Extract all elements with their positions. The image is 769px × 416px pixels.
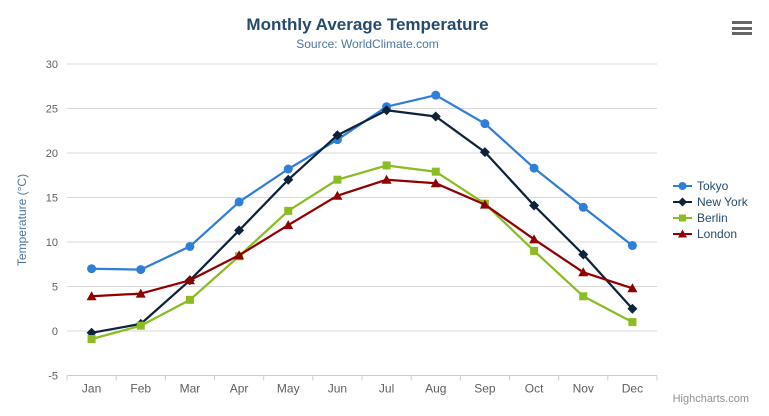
point-new-york-jul[interactable] (381, 105, 392, 116)
point-new-york-sep[interactable] (479, 147, 490, 158)
point-tokyo-mar[interactable] (185, 241, 195, 251)
point-berlin-may[interactable] (284, 206, 293, 215)
series-line-tokyo[interactable] (91, 94, 634, 271)
point-berlin-jan[interactable] (87, 335, 96, 344)
hamburger-icon (732, 21, 752, 24)
point-london-jan[interactable] (86, 291, 97, 301)
y-axis-tick-label: 5 (52, 282, 58, 294)
y-axis-title: Temperature (°C) (15, 174, 29, 266)
legend-item-london[interactable]: London (673, 226, 748, 242)
legend-marker-diamond-icon (673, 197, 692, 207)
point-tokyo-nov[interactable] (578, 202, 588, 212)
chart-subtitle: Source: WorldClimate.com (296, 37, 439, 51)
point-berlin-nov[interactable] (579, 292, 588, 301)
y-axis-tick-label: 30 (46, 59, 58, 71)
series-line-berlin[interactable] (91, 164, 633, 341)
credits-link[interactable]: Highcharts.com (672, 393, 749, 405)
chart-title: Monthly Average Temperature (246, 15, 489, 34)
legend-label-new-york: New York (697, 195, 748, 209)
point-tokyo-sep[interactable] (480, 119, 490, 129)
legend-item-tokyo[interactable]: Tokyo (673, 178, 748, 194)
x-axis-label-dec: Dec (622, 382, 643, 396)
legend-label-berlin: Berlin (697, 211, 728, 225)
x-axis-label-may: May (277, 382, 300, 396)
x-axis-label-apr: Apr (230, 382, 249, 396)
point-new-york-dec[interactable] (627, 303, 638, 314)
y-axis-tick-label: -5 (48, 371, 58, 383)
point-berlin-dec[interactable] (628, 318, 637, 327)
point-new-york-apr[interactable] (234, 225, 245, 236)
point-berlin-mar[interactable] (185, 295, 194, 304)
point-tokyo-dec[interactable] (627, 241, 637, 251)
legend-label-london: London (697, 227, 738, 241)
point-london-apr[interactable] (234, 250, 245, 260)
point-new-york-nov[interactable] (578, 249, 589, 260)
point-tokyo-aug[interactable] (431, 90, 441, 100)
point-london-mar[interactable] (184, 275, 195, 285)
point-new-york-aug[interactable] (430, 111, 441, 122)
point-new-york-jun[interactable] (332, 130, 343, 141)
x-axis-label-jun: Jun (328, 382, 347, 396)
point-london-dec[interactable] (627, 283, 638, 293)
point-tokyo-feb[interactable] (136, 265, 146, 275)
x-axis-label-jul: Jul (379, 382, 394, 396)
point-berlin-oct[interactable] (530, 246, 539, 255)
legend-marker-square-icon (673, 214, 692, 222)
point-tokyo-apr[interactable] (234, 197, 244, 207)
series-line-new-york[interactable] (91, 109, 634, 334)
point-berlin-jun[interactable] (333, 175, 342, 184)
point-berlin-jul[interactable] (382, 161, 391, 170)
x-axis-label-jan: Jan (82, 382, 101, 396)
y-axis-tick-label: 25 (46, 104, 58, 116)
legend: Tokyo New York Berlin London (673, 178, 748, 242)
point-london-feb[interactable] (135, 288, 146, 298)
x-axis-label-mar: Mar (180, 382, 201, 396)
legend-marker-triangle-icon (673, 229, 692, 238)
y-axis-tick-label: 20 (46, 148, 58, 160)
legend-item-new-york[interactable]: New York (673, 194, 748, 210)
x-axis-label-feb: Feb (130, 382, 151, 396)
legend-item-berlin[interactable]: Berlin (673, 210, 748, 226)
series-line-london[interactable] (91, 178, 633, 298)
x-axis-label-aug: Aug (425, 382, 446, 396)
point-london-aug[interactable] (430, 178, 441, 188)
point-london-may[interactable] (283, 220, 294, 230)
x-axis-label-oct: Oct (525, 382, 544, 396)
point-berlin-aug[interactable] (431, 167, 440, 176)
legend-label-tokyo: Tokyo (697, 179, 729, 193)
chart-context-menu-button[interactable] (732, 21, 752, 35)
point-new-york-oct[interactable] (529, 200, 540, 211)
point-london-jul[interactable] (381, 174, 392, 184)
x-axis-label-sep: Sep (474, 382, 496, 396)
point-london-oct[interactable] (529, 234, 540, 244)
x-axis-label-nov: Nov (573, 382, 594, 396)
point-new-york-may[interactable] (283, 174, 294, 185)
point-london-jun[interactable] (332, 190, 343, 200)
point-london-sep[interactable] (479, 199, 490, 209)
point-tokyo-may[interactable] (283, 164, 293, 174)
y-axis-tick-label: 0 (52, 326, 58, 338)
point-tokyo-jan[interactable] (87, 264, 97, 274)
point-berlin-feb[interactable] (136, 321, 145, 330)
y-axis-tick-label: 15 (46, 193, 58, 205)
point-tokyo-oct[interactable] (529, 163, 539, 173)
legend-marker-circle-icon (673, 182, 692, 190)
point-london-nov[interactable] (578, 267, 589, 277)
y-axis-tick-label: 10 (46, 237, 58, 249)
